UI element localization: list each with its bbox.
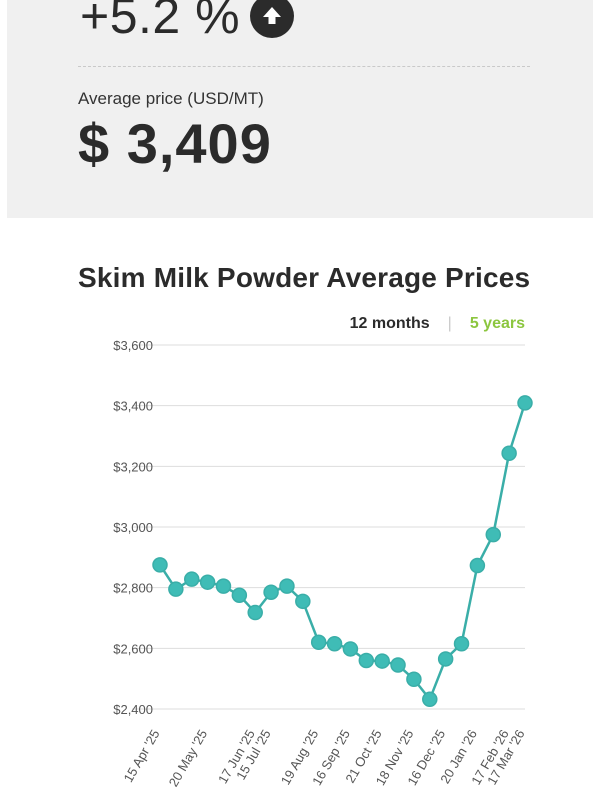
price-line-chart: $3,600 $3,400 $3,200 $3,000 $2,800 $2,600 $2,4…: [113, 338, 533, 789]
y-tick-label: $3,400: [113, 399, 153, 414]
price-change-row: +5.2 %: [80, 0, 295, 46]
data-point[interactable]: [374, 653, 390, 669]
data-point[interactable]: [183, 571, 200, 587]
series-line-layer: [158, 402, 527, 701]
data-point[interactable]: [437, 651, 454, 667]
data-point[interactable]: [422, 691, 438, 708]
data-point[interactable]: [263, 584, 279, 600]
data-point[interactable]: [215, 578, 232, 594]
data-point[interactable]: [358, 652, 375, 669]
chart-title: Skim Milk Powder Average Prices: [78, 262, 531, 293]
y-tick-label: $2,400: [113, 702, 153, 717]
range-tabs: 12 months | 5 years: [330, 315, 525, 333]
data-point[interactable]: [168, 581, 184, 597]
series-points: [152, 395, 533, 708]
summary-panel: +5.2 % Average price (USD/MT) $ 3,409: [7, 0, 593, 218]
data-point[interactable]: [501, 445, 517, 462]
average-price-value: $ 3,409: [78, 112, 272, 175]
y-tick-label: $2,800: [113, 581, 153, 596]
data-point[interactable]: [406, 671, 422, 688]
y-tick-label: $3,200: [113, 459, 153, 474]
data-point[interactable]: [247, 604, 263, 621]
tab-separator: |: [447, 315, 452, 332]
average-price-label: Average price (USD/MT): [78, 89, 264, 108]
data-point[interactable]: [326, 636, 343, 652]
y-axis-ticks: $3,600 $3,400 $3,200 $3,000 $2,800 $2,600 $2,4…: [113, 338, 153, 717]
data-point[interactable]: [469, 557, 486, 574]
summary-divider: [78, 66, 530, 67]
y-tick-label: $3,600: [113, 338, 153, 353]
data-point[interactable]: [517, 395, 533, 411]
tab-5-years[interactable]: 5 years: [469, 315, 525, 332]
data-point[interactable]: [152, 557, 168, 573]
chart-gridlines: [132, 344, 525, 710]
data-point[interactable]: [310, 634, 327, 651]
data-point[interactable]: [453, 636, 470, 652]
data-point[interactable]: [390, 657, 406, 673]
data-point[interactable]: [295, 593, 311, 610]
y-tick-label: $3,000: [113, 520, 153, 535]
data-point[interactable]: [279, 578, 295, 594]
y-tick-label: $2,600: [113, 641, 153, 656]
tab-12-months[interactable]: 12 months: [349, 315, 430, 332]
series-line: [158, 402, 527, 701]
x-tick-label: 20 May '25: [166, 727, 211, 789]
price-change-value: +5.2 %: [80, 0, 241, 44]
up-arrow-icon: [250, 0, 295, 38]
data-point[interactable]: [199, 574, 216, 590]
x-tick-label: 15 Apr '25: [121, 727, 163, 785]
data-point[interactable]: [342, 641, 359, 657]
data-point[interactable]: [231, 587, 248, 603]
data-point[interactable]: [485, 526, 502, 543]
